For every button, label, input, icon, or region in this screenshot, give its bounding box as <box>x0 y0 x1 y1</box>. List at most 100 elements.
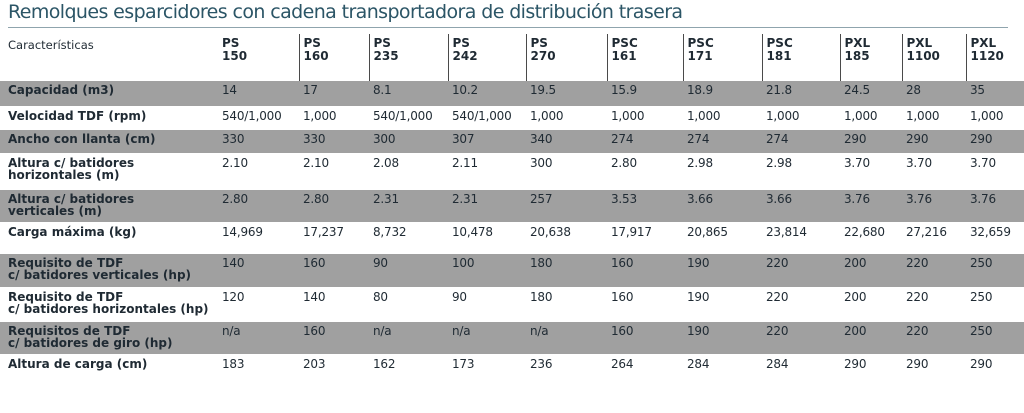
table-cell: 183 <box>220 354 299 383</box>
table-cell: 220 <box>762 253 840 288</box>
model-series: PS <box>530 36 548 50</box>
table-cell: 2.08 <box>369 153 448 190</box>
table-cell: 290 <box>902 129 966 154</box>
column-header-model: PSC 171 <box>682 34 762 81</box>
table-cell: 28 <box>902 80 966 107</box>
row-label-line: Requisito de TDF <box>8 290 124 304</box>
table-cell: 17 <box>299 80 369 107</box>
table-cell: 200 <box>840 287 902 322</box>
model-number: 150 <box>222 49 248 63</box>
row-label-line: Velocidad TDF (rpm) <box>8 109 147 123</box>
table-cell: 173 <box>448 354 526 383</box>
table-cell: 264 <box>607 354 683 383</box>
column-header-model: PS 150 <box>220 34 299 81</box>
row-label-line: Ancho con llanta (cm) <box>8 132 156 146</box>
table-cell: 140 <box>299 287 369 322</box>
row-label-line: c/ batidores horizontales (hp) <box>8 302 209 316</box>
table-cell: 17,917 <box>607 222 683 254</box>
table-cell: 2.80 <box>299 189 369 223</box>
model-series: PS <box>452 36 470 50</box>
table-cell: 162 <box>369 354 448 383</box>
column-header-characteristics: Características <box>8 38 94 52</box>
table-cell: 220 <box>902 253 966 288</box>
table-cell: 2.10 <box>299 153 369 190</box>
table-cell: 160 <box>607 321 683 355</box>
row-label-line: Capacidad (m3) <box>8 83 115 97</box>
table-cell: 21.8 <box>762 80 840 107</box>
model-series: PXL <box>970 36 997 50</box>
table-cell: 2.98 <box>762 153 840 190</box>
table-cell: 19.5 <box>526 80 607 107</box>
table-row: Requisito de TDF c/ batidores verticales … <box>0 253 1024 288</box>
table-cell: 540/1,000 <box>448 106 526 130</box>
table-cell: 330 <box>220 129 299 154</box>
table-header-row: Características PS 150 PS 160 PS 235 PS 242 PS 27… <box>0 34 1024 81</box>
table-cell: 290 <box>966 354 1024 383</box>
row-label-line: Requisitos de TDF <box>8 324 131 338</box>
table-cell: 300 <box>369 129 448 154</box>
table-cell: 10,478 <box>448 222 526 254</box>
table-cell: 3.76 <box>902 189 966 223</box>
table-cell: 284 <box>762 354 840 383</box>
table-cell: 8,732 <box>369 222 448 254</box>
table-row: Carga máxima (kg) 14,969 17,237 8,732 10,478… <box>0 222 1024 254</box>
row-label-line: Requisito de TDF <box>8 256 124 270</box>
row-label-line: verticales (m) <box>8 204 102 218</box>
model-series: PXL <box>906 36 933 50</box>
row-label: Altura de carga (cm) <box>0 354 220 383</box>
row-label-line: Altura c/ batidores <box>8 156 135 170</box>
table-cell: 250 <box>966 287 1024 322</box>
table-cell: 190 <box>683 287 762 322</box>
row-label-line: Carga máxima (kg) <box>8 225 137 239</box>
table-cell: 20,865 <box>683 222 762 254</box>
table-cell: 300 <box>526 153 607 190</box>
table-cell: 2.31 <box>448 189 526 223</box>
table-cell: 1,000 <box>299 106 369 130</box>
table-body: Capacidad (m3) 14 17 8.1 10.2 19.5 15.9 18.9 21.… <box>0 80 1024 383</box>
table-cell: 80 <box>369 287 448 322</box>
table-cell: n/a <box>369 321 448 355</box>
table-cell: 180 <box>526 287 607 322</box>
row-label-line: Altura de carga (cm) <box>8 357 148 371</box>
table-cell: 284 <box>683 354 762 383</box>
row-label-line: c/ batidores verticales (hp) <box>8 268 192 282</box>
table-cell: 290 <box>966 129 1024 154</box>
table-cell: 274 <box>683 129 762 154</box>
table-cell: 1,000 <box>526 106 607 130</box>
table-row: Altura c/ batidores horizontales (m) 2.10 2… <box>0 153 1024 190</box>
table-cell: 160 <box>299 253 369 288</box>
table-cell: 236 <box>526 354 607 383</box>
table-cell: 290 <box>840 354 902 383</box>
table-cell: 290 <box>902 354 966 383</box>
row-label: Requisitos de TDF c/ batidores de giro (h… <box>0 321 220 355</box>
table-cell: 2.80 <box>220 189 299 223</box>
table-cell: 32,659 <box>966 222 1024 254</box>
page-title: Remolques esparcidores con cadena transp… <box>8 1 683 23</box>
table-cell: 307 <box>448 129 526 154</box>
table-cell: 540/1,000 <box>220 106 299 130</box>
row-label: Altura c/ batidores horizontales (m) <box>0 153 220 190</box>
table-cell: 18.9 <box>683 80 762 107</box>
row-label: Requisito de TDF c/ batidores horizontale… <box>0 287 220 322</box>
table-cell: 1,000 <box>840 106 902 130</box>
column-header-model: PS 235 <box>368 34 448 81</box>
table-cell: 22,680 <box>840 222 902 254</box>
table-cell: 2.10 <box>220 153 299 190</box>
table-cell: 90 <box>448 287 526 322</box>
row-label: Altura c/ batidores verticales (m) <box>0 189 220 223</box>
table-cell: 220 <box>902 287 966 322</box>
table-cell: 200 <box>840 253 902 288</box>
row-label: Velocidad TDF (rpm) <box>0 106 220 130</box>
table-row: Velocidad TDF (rpm) 540/1,000 1,000 540/1,0… <box>0 106 1024 130</box>
model-number: 1100 <box>906 49 940 63</box>
model-series: PS <box>373 36 391 50</box>
table-cell: n/a <box>220 321 299 355</box>
table-row: Requisitos de TDF c/ batidores de giro (h… <box>0 321 1024 355</box>
table-cell: 90 <box>369 253 448 288</box>
table-row: Capacidad (m3) 14 17 8.1 10.2 19.5 15.9 18.9 21.… <box>0 80 1024 107</box>
table-cell: 257 <box>526 189 607 223</box>
column-header-model: PSC 161 <box>606 34 683 81</box>
table-cell: 180 <box>526 253 607 288</box>
row-label: Ancho con llanta (cm) <box>0 129 220 154</box>
column-header-model: PSC 181 <box>761 34 840 81</box>
